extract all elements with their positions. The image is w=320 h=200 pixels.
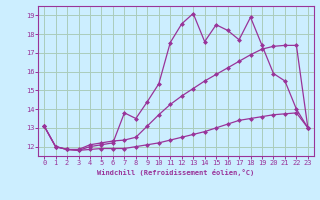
X-axis label: Windchill (Refroidissement éolien,°C): Windchill (Refroidissement éolien,°C) [97, 169, 255, 176]
